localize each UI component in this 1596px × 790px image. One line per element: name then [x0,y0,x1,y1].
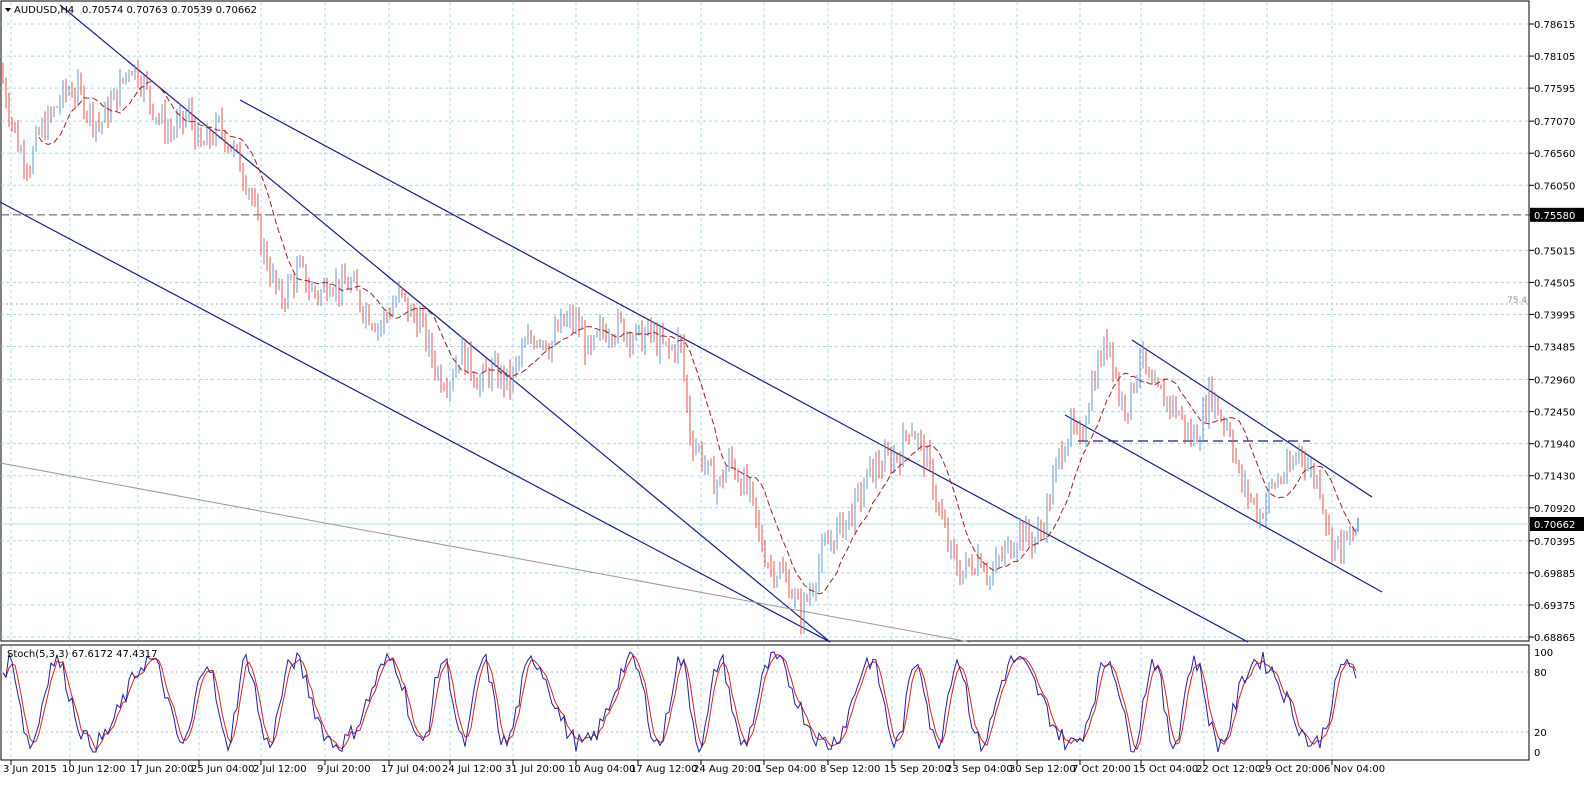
price-tick-label: 0.71430 [1534,472,1575,483]
price-tick-label: 0.75015 [1534,246,1575,257]
time-tick-label: 7 Oct 20:00 [1072,764,1131,775]
stoch-tick-label: 0 [1534,748,1540,759]
time-tick-label: 15 Oct 04:00 [1133,764,1198,775]
trend-line [59,4,831,643]
stochastic-lines [2,651,1357,754]
time-tick-label: 24 Jul 12:00 [442,764,502,775]
moving-average [38,81,1357,595]
price-tick-label: 0.77070 [1534,117,1575,128]
stoch-tick-label: 80 [1534,668,1547,679]
time-tick-label: 23 Sep 04:00 [946,764,1013,775]
dropdown-triangle-icon[interactable] [5,8,11,12]
price-tick-label: 0.71940 [1534,440,1575,451]
time-tick-label: 31 Jul 20:00 [505,764,565,775]
stoch-header: Stoch(5,3,3) 67.6172 47.4317 [7,649,158,660]
symbol-header: AUDUSD,H4 0.70574 0.70763 0.70539 0.7066… [5,5,257,16]
time-tick-label: 17 Aug 12:00 [630,764,697,775]
channel-lines [0,4,1383,643]
ohlc-values: 0.70574 0.70763 0.70539 0.70662 [82,5,257,16]
price-tick-label: 0.73485 [1534,343,1575,354]
price-tick-label: 0.69885 [1534,569,1575,580]
price-tick-label: 0.70662 [1534,520,1575,531]
stoch-main-line [2,651,1357,754]
price-tick-label: 0.75580 [1534,211,1575,222]
time-tick-label: 10 Aug 04:00 [568,764,635,775]
price-axis: 0.78615 0.78105 0.77595 0.77070 0.76560 0.760… [1529,20,1584,759]
time-tick-label: 15 Sep 20:00 [884,764,951,775]
time-tick-label: 29 Oct 20:00 [1259,764,1324,775]
stoch-signal-line [2,653,1357,752]
price-label-box [1530,517,1584,532]
stoch-panel-frame [0,644,1530,761]
time-tick-label: 10 Jun 12:00 [62,764,126,775]
time-tick-label: 2 Jul 12:00 [253,764,307,775]
level-label: 75.4 [1507,296,1527,306]
time-tick-label: 30 Sep 12:00 [1009,764,1076,775]
price-tick-label: 0.72450 [1534,408,1575,419]
time-tick-label: 1 Sep 04:00 [756,764,816,775]
price-tick-label: 0.78105 [1534,52,1575,63]
price-tick-label: 0.70920 [1534,504,1575,515]
main-chart-frame [0,0,1530,642]
price-tick-label: 0.78615 [1534,20,1575,31]
price-tick-label: 0.70395 [1534,537,1575,548]
price-tick-label: 0.73995 [1534,310,1575,321]
price-tick-label: 0.77595 [1534,84,1575,95]
symbol-label: AUDUSD,H4 [14,5,74,16]
stoch-tick-label: 100 [1534,648,1553,659]
ma-line [38,81,1357,595]
price-tick-label: 0.76050 [1534,181,1575,192]
price-tick-label: 0.72960 [1534,376,1575,387]
price-tick-label: 0.69375 [1534,601,1575,612]
trend-line [0,201,831,643]
price-tick-label: 0.76560 [1534,149,1575,160]
time-tick-label: 22 Oct 12:00 [1196,764,1261,775]
trend-line [1131,339,1373,498]
time-tick-label: 9 Jul 20:00 [317,764,371,775]
time-tick-label: 24 Aug 20:00 [693,764,760,775]
time-tick-label: 17 Jul 04:00 [381,764,441,775]
time-tick-label: 8 Sep 12:00 [820,764,880,775]
candles [2,60,1359,635]
time-tick-label: 6 Nov 04:00 [1324,764,1385,775]
stoch-tick-label: 20 [1534,728,1547,739]
long-trend-line [0,462,971,643]
price-tick-label: 0.74505 [1534,278,1575,289]
price-label-box [1530,207,1584,222]
trend-line [1064,414,1383,593]
trend-line [239,99,1249,643]
price-tick-label: 0.68865 [1534,633,1575,644]
time-tick-label: 3 Jun 2015 [3,764,57,775]
time-tick-label: 17 Jun 20:00 [130,764,194,775]
time-tick-label: 25 Jun 04:00 [191,764,255,775]
